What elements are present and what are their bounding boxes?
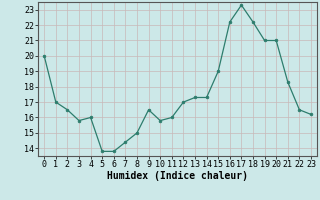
- X-axis label: Humidex (Indice chaleur): Humidex (Indice chaleur): [107, 171, 248, 181]
